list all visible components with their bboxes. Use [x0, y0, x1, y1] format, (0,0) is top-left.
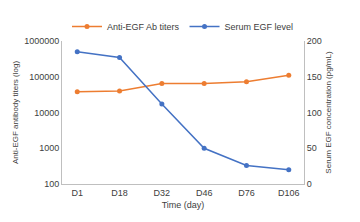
svg-text:D76: D76: [238, 188, 255, 198]
svg-text:0: 0: [307, 179, 312, 189]
svg-text:Time (day): Time (day): [162, 200, 205, 210]
svg-text:1000: 1000: [39, 143, 59, 153]
svg-text:D46: D46: [196, 188, 213, 198]
svg-text:Serum EGF concentration (pg/mL: Serum EGF concentration (pg/mL): [324, 51, 333, 174]
svg-text:Anti-EGF antibody titers (log): Anti-EGF antibody titers (log): [11, 61, 20, 164]
svg-text:1000000: 1000000: [24, 36, 59, 46]
svg-text:D1: D1: [71, 188, 83, 198]
svg-text:100: 100: [307, 108, 322, 118]
svg-text:100: 100: [44, 179, 59, 189]
svg-text:100000: 100000: [29, 72, 59, 82]
svg-text:D32: D32: [154, 188, 171, 198]
svg-text:50: 50: [307, 143, 317, 153]
svg-text:200: 200: [307, 36, 322, 46]
svg-text:150: 150: [307, 72, 322, 82]
svg-text:D18: D18: [111, 188, 128, 198]
svg-text:D106: D106: [278, 188, 300, 198]
svg-text:Serum EGF level: Serum EGF level: [225, 22, 294, 32]
svg-text:Anti-EGF Ab titers: Anti-EGF Ab titers: [107, 22, 180, 32]
svg-text:10000: 10000: [34, 108, 59, 118]
